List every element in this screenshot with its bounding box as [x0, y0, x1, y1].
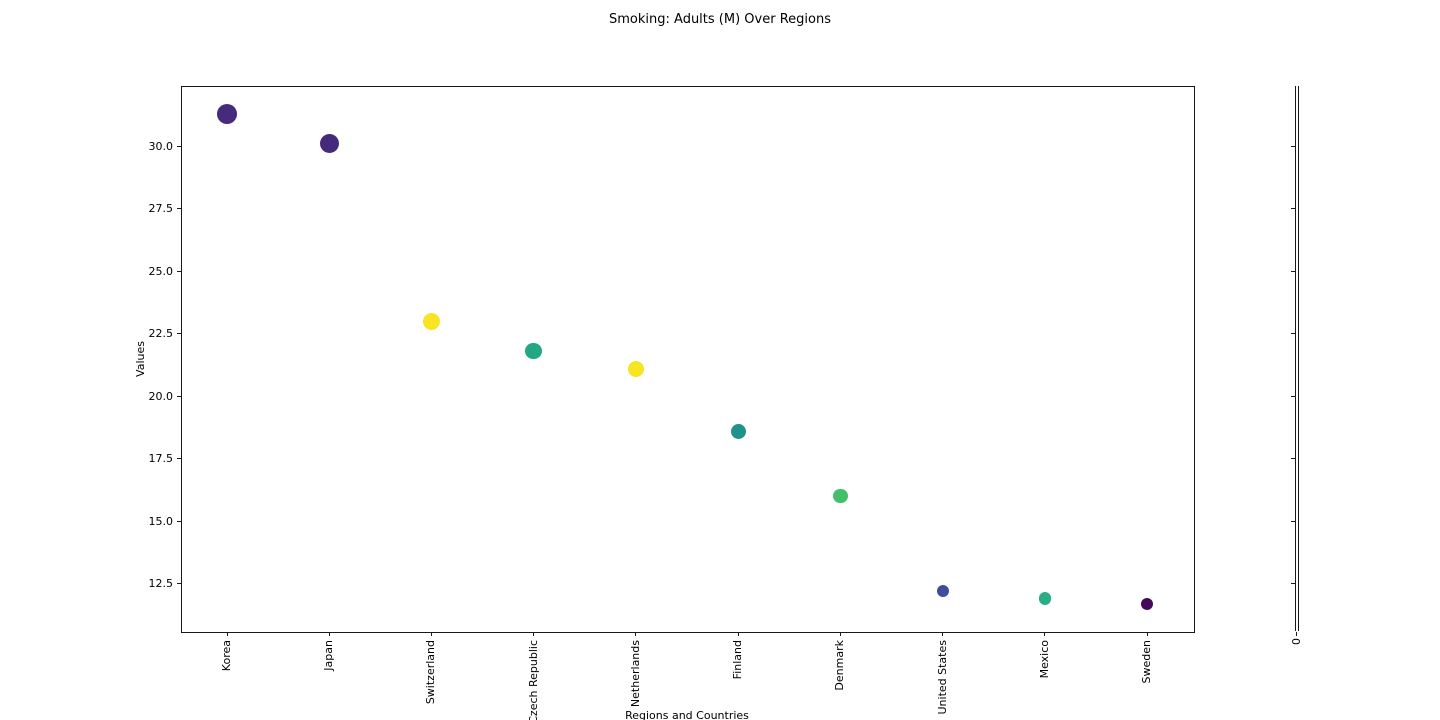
y-tick-label: 22.5 — [148, 327, 174, 340]
x-tick-mark — [226, 632, 228, 636]
y-tick-mark — [177, 145, 181, 147]
x-tick-label-united-states: United States — [935, 640, 949, 715]
x-tick-mark — [328, 632, 330, 636]
x-tick-label-japan: Japan — [322, 640, 336, 671]
data-point-sweden — [1141, 597, 1153, 610]
x-tick-mark — [737, 632, 739, 636]
x-tick-mark — [430, 632, 432, 636]
data-point-switzerland — [422, 312, 440, 330]
x-tick-label-switzerland: Switzerland — [424, 640, 438, 705]
colorbar-tick-mark — [1291, 520, 1295, 522]
colorbar-tick-mark — [1291, 208, 1295, 209]
x-tick-label-netherlands: Netherlands — [628, 640, 642, 708]
y-tick-mark — [177, 458, 181, 459]
y-tick-label: 15.0 — [148, 514, 174, 528]
y-tick-label: 20.0 — [148, 389, 174, 403]
data-point-finland — [730, 423, 746, 439]
x-tick-mark — [533, 632, 535, 636]
y-tick-label: 27.5 — [148, 202, 174, 215]
y-tick-mark — [177, 395, 181, 397]
colorbar-tick-mark — [1291, 333, 1295, 334]
colorbar-tick-mark — [1291, 145, 1295, 147]
data-point-mexico — [1038, 592, 1052, 605]
colorbar-tick-mark — [1291, 395, 1295, 397]
data-point-czech-republic — [525, 342, 542, 360]
data-point-korea — [217, 103, 237, 124]
colorbar-zero-label: 0 — [1290, 638, 1303, 645]
y-axis-title-wrap: Values — [132, 86, 148, 631]
x-tick-mark — [942, 632, 944, 636]
data-point-japan — [319, 134, 339, 153]
colorbar-bottom-tick — [1296, 632, 1297, 636]
colorbar-tick-mark — [1291, 458, 1295, 459]
y-axis-title: Values — [133, 340, 147, 377]
y-tick-mark — [177, 270, 181, 272]
y-tick-label: 17.5 — [148, 452, 174, 465]
x-tick-mark — [1044, 632, 1046, 636]
colorbar-outline — [1295, 86, 1299, 631]
y-tick-mark — [177, 333, 181, 334]
y-tick-label: 12.5 — [148, 577, 174, 590]
colorbar-tick-mark — [1291, 583, 1295, 584]
x-tick-label-sweden: Sweden — [1140, 640, 1153, 684]
x-tick-label-denmark: Denmark — [833, 640, 847, 691]
y-tick-label: 25.0 — [148, 264, 174, 278]
plot-area — [181, 86, 1195, 633]
x-tick-mark — [1146, 632, 1148, 636]
colorbar-tick-mark — [1291, 270, 1295, 272]
y-tick-mark — [177, 520, 181, 522]
x-tick-mark — [839, 632, 841, 636]
data-point-united-states — [936, 585, 949, 597]
x-tick-label-finland: Finland — [731, 640, 745, 680]
y-tick-label: 30.0 — [148, 139, 174, 153]
x-tick-label-korea: Korea — [220, 640, 233, 672]
data-point-netherlands — [627, 360, 644, 377]
x-tick-mark — [635, 632, 637, 636]
y-tick-mark — [177, 208, 181, 209]
y-tick-mark — [177, 583, 181, 584]
x-tick-label-mexico: Mexico — [1037, 640, 1051, 679]
x-tick-label-czech-republic: Czech Republic — [526, 640, 540, 720]
chart-title: Smoking: Adults (M) Over Regions — [609, 12, 831, 27]
x-axis-title: Regions and Countries — [625, 709, 749, 720]
data-point-denmark — [833, 488, 848, 504]
